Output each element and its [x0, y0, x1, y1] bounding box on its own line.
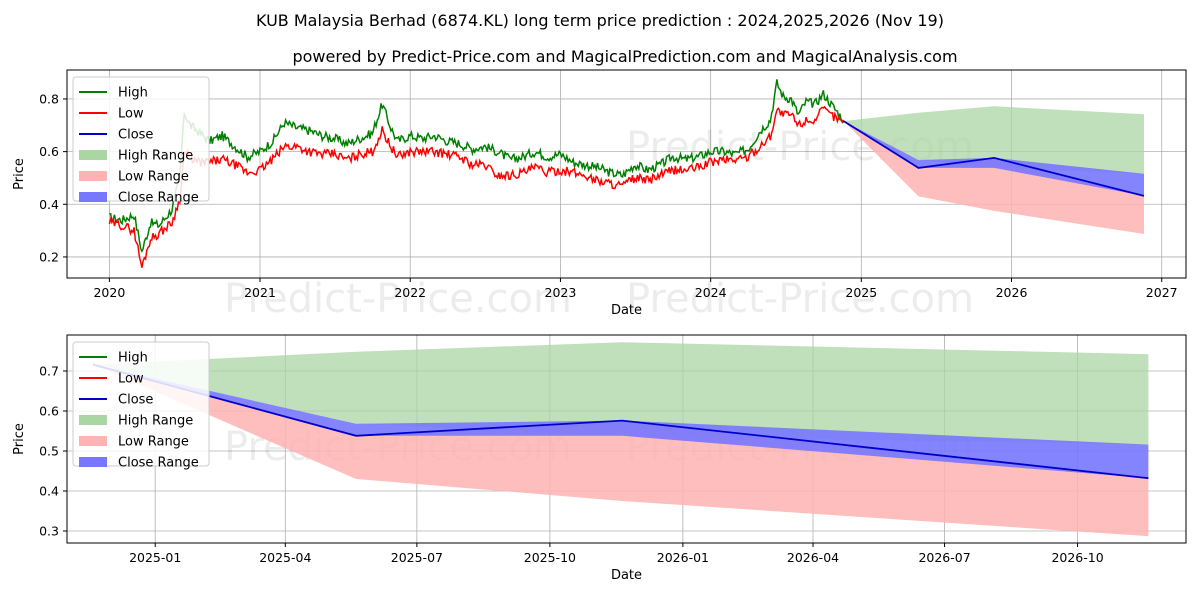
legend-entry-label: High	[118, 351, 148, 366]
x-tick-label: 2026	[996, 285, 1028, 300]
plot-area	[108, 79, 1145, 268]
x-tick-label: 2024	[695, 285, 727, 300]
y-axis-label: Price	[12, 423, 27, 455]
x-axis-label: Date	[611, 303, 642, 318]
y-tick-label: 0.2	[39, 249, 59, 264]
y-axis-label: Price	[12, 158, 27, 190]
y-tick-label: 0.8	[39, 91, 59, 106]
legend-entry-label: High Range	[118, 149, 193, 164]
chart-subtitle: powered by Predict-Price.com and Magical…	[292, 47, 957, 66]
x-tick-label: 2026-01	[657, 550, 709, 565]
x-axis-label: Date	[611, 568, 642, 583]
legend-patch-swatch	[79, 415, 107, 425]
legend-box	[72, 341, 210, 467]
x-tick-label: 2020	[93, 285, 125, 300]
legend-entry-label: Low	[118, 372, 144, 387]
x-tick-label: 2023	[545, 285, 577, 300]
x-tick-label: 2027	[1146, 285, 1178, 300]
high-range-band	[843, 106, 1144, 174]
watermark-text: Predict-Price.com	[626, 276, 974, 322]
x-tick-label: 2025-04	[259, 550, 311, 565]
legend-patch-swatch	[79, 457, 107, 467]
legend-entry-label: Close	[118, 393, 153, 408]
legend-patch-swatch	[79, 150, 107, 160]
high-range-band	[93, 342, 1149, 445]
y-tick-label: 0.6	[39, 404, 59, 419]
legend-entry-label: Low Range	[118, 435, 189, 450]
legend: High Low Close High Range Low Range Close Ran…	[72, 341, 210, 471]
plot-frame	[66, 69, 1187, 279]
legend-entry-label: High Range	[118, 414, 193, 429]
close-forecast-line	[843, 120, 1145, 197]
long-term-panel: 2020 2021 2022 2023 2024 2025 2026 2027 0.2 0.4 0.…	[12, 69, 1187, 322]
legend: High Low Close High Range Low Range Close Ran…	[72, 76, 210, 206]
forecast-zoom-panel: 2025-01 2025-04 2025-07 2025-10 2026-01 2026-…	[12, 334, 1187, 583]
y-tick-label: 0.4	[39, 197, 59, 212]
legend-patch-swatch	[79, 171, 107, 181]
low-range-band	[93, 364, 1149, 537]
y-tick-label: 0.4	[39, 484, 59, 499]
legend-patch-swatch	[79, 436, 107, 446]
legend-entry-label: High	[118, 86, 148, 101]
x-tick-label: 2026-07	[918, 550, 970, 565]
legend-entry-label: Close Range	[118, 191, 199, 206]
y-tick-label: 0.7	[39, 364, 59, 379]
x-tick-label: 2025-07	[391, 550, 443, 565]
chart-title: KUB Malaysia Berhad (6874.KL) long term …	[256, 11, 944, 30]
x-tick-label: 2022	[394, 285, 426, 300]
x-tick-label: 2025	[845, 285, 877, 300]
legend-entry-label: Low Range	[118, 170, 189, 185]
legend-entry-label: Close Range	[118, 456, 199, 471]
x-tick-label: 2025-10	[524, 550, 576, 565]
legend-entry-label: Low	[118, 107, 144, 122]
plot-frame	[66, 334, 1187, 544]
close-forecast-line	[92, 363, 1149, 480]
y-tick-label: 0.3	[39, 524, 59, 539]
x-tick-label: 2026-04	[787, 550, 839, 565]
low-history-line	[108, 105, 845, 268]
y-tick-label: 0.5	[39, 444, 59, 459]
x-tick-label: 2026-10	[1051, 550, 1103, 565]
plot-area	[92, 342, 1149, 537]
legend-entry-label: Close	[118, 128, 153, 143]
legend-patch-swatch	[79, 192, 107, 202]
x-tick-label: 2025-01	[129, 550, 181, 565]
legend-box	[72, 76, 210, 202]
watermark-text: Predict-Price.com	[224, 276, 572, 322]
low-range-band	[843, 121, 1144, 234]
x-tick-label: 2021	[244, 285, 276, 300]
high-history-line	[109, 79, 845, 253]
y-tick-label: 0.6	[39, 144, 59, 159]
